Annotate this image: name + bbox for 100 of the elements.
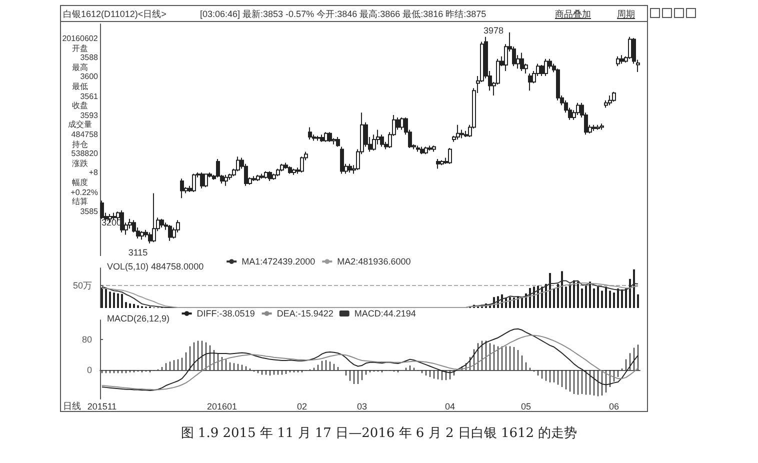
candlestick — [612, 91, 616, 102]
candlestick — [460, 129, 464, 139]
bar — [625, 288, 627, 308]
candlestick — [600, 123, 604, 130]
candlestick — [340, 146, 344, 174]
chart-subtitle: [03:06:46] 最新:3853 -0.57% 今开:3846 最高:3866 最低:3816 昨结:3875 — [200, 8, 486, 21]
bar — [565, 286, 567, 308]
candlestick — [604, 100, 608, 108]
candlestick — [120, 210, 124, 233]
candlestick — [324, 132, 328, 142]
caption: 图 1.9 2015 年 11 月 17 日—2016 年 6 月 2 日白银 1612 的走势 — [180, 425, 578, 442]
bar — [537, 286, 539, 308]
bar — [117, 293, 119, 308]
candlestick — [436, 158, 440, 170]
candlestick — [264, 170, 268, 180]
candlestick — [416, 145, 420, 152]
bar — [533, 286, 535, 308]
bar — [601, 290, 603, 308]
candlestick — [276, 168, 280, 177]
candlestick — [448, 148, 452, 164]
candlestick — [224, 174, 228, 186]
candlestick — [260, 173, 264, 180]
bar — [129, 303, 131, 308]
text: 周期 — [617, 8, 635, 21]
bar — [509, 297, 511, 308]
candlestick — [576, 102, 580, 116]
bar — [633, 269, 635, 308]
text: 成交量 — [67, 120, 93, 130]
legend-label: MA1:472439.2000 — [242, 256, 316, 266]
x-tick-label: 05 — [520, 402, 532, 412]
bar — [137, 305, 139, 308]
text: 538820 — [70, 149, 98, 159]
chart-title: VOL(5,10) 484758.0000 — [107, 262, 204, 272]
candlestick — [608, 94, 612, 106]
x-tick-label: 201511 — [87, 402, 117, 412]
bar — [105, 288, 107, 308]
text: 涨跌 — [71, 158, 89, 168]
text: 3588 — [79, 53, 98, 63]
text: 3585 — [79, 206, 98, 216]
candlestick — [336, 136, 340, 148]
candlestick — [440, 160, 444, 166]
candlestick — [432, 145, 436, 152]
text: 收盘 — [71, 101, 89, 111]
candlestick — [272, 173, 276, 180]
bar — [593, 288, 595, 308]
candlestick — [520, 52, 524, 72]
candlestick — [400, 116, 404, 130]
candlestick — [200, 172, 204, 189]
x-tick-label: 04 — [444, 402, 456, 412]
text: 3593 — [79, 110, 98, 120]
bar — [589, 282, 591, 308]
bar — [557, 284, 559, 308]
text: 商品叠加 — [555, 8, 591, 21]
candlestick — [100, 200, 104, 220]
bar — [553, 288, 555, 308]
candlestick — [280, 163, 284, 172]
chart-title: 白银1612(D11012)<日线> — [63, 8, 166, 21]
candlestick — [152, 192, 156, 243]
bar — [617, 288, 619, 308]
text: 3561 — [79, 92, 98, 102]
candlestick — [628, 36, 632, 60]
bar — [121, 294, 123, 308]
bar — [113, 292, 115, 308]
text: 结算 — [71, 197, 89, 207]
bar — [521, 298, 523, 308]
text: 最低 — [71, 82, 89, 92]
candlestick — [620, 54, 624, 64]
legend-label: MA2:481936.6000 — [337, 256, 411, 266]
legend-label: DEA:-15.9422 — [276, 308, 334, 318]
bar — [133, 304, 135, 308]
bar — [549, 273, 551, 308]
candlestick — [168, 224, 172, 242]
candlestick — [528, 72, 532, 92]
x-tick-label: 201601 — [206, 402, 238, 412]
text: 3600 — [79, 72, 98, 82]
candlestick — [252, 176, 256, 182]
text: 484758 — [70, 130, 98, 140]
y-tick-label: 0 — [86, 365, 92, 376]
bar — [541, 286, 543, 308]
bar — [637, 294, 639, 308]
candlestick — [592, 124, 596, 132]
candlestick — [256, 174, 260, 182]
candlestick — [616, 56, 620, 67]
bar — [605, 286, 607, 308]
chart-title: MACD(26,12,9) — [107, 314, 170, 324]
x-tick-label: 02 — [296, 402, 308, 412]
bar — [621, 289, 623, 308]
text: +0.22% — [70, 188, 98, 198]
candlestick — [348, 163, 352, 173]
bar — [569, 284, 571, 308]
candlestick — [308, 126, 312, 140]
candlestick — [268, 170, 272, 182]
bar — [629, 278, 631, 308]
bar — [609, 290, 611, 308]
text: 持仓 — [71, 140, 89, 150]
candlestick — [328, 132, 332, 142]
bar — [125, 302, 127, 308]
text: +8 — [88, 168, 98, 178]
text: 幅度 — [71, 178, 89, 188]
text: 20160602 — [62, 34, 98, 44]
